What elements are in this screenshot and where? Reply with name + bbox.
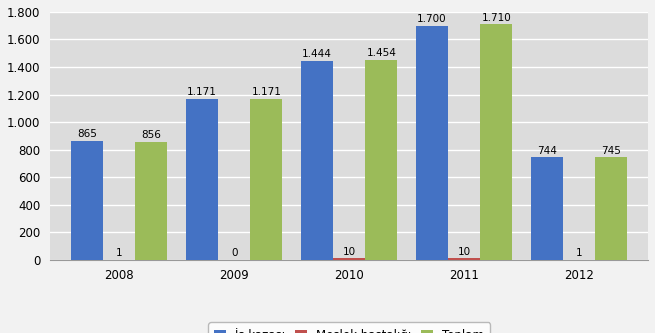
Bar (135, 142, 168, 260)
Text: 10: 10 (343, 247, 356, 257)
Text: 0: 0 (231, 248, 237, 258)
Text: 1: 1 (116, 248, 122, 258)
Text: 1.700: 1.700 (417, 14, 447, 24)
Text: 1.710: 1.710 (481, 13, 511, 23)
Bar (531, 157, 563, 260)
Bar (71, 141, 103, 260)
Bar (448, 258, 480, 260)
Bar (416, 26, 448, 260)
Text: 744: 744 (537, 146, 557, 156)
Text: 856: 856 (141, 130, 161, 140)
Bar (186, 99, 218, 260)
Text: 1.444: 1.444 (302, 49, 332, 59)
Text: 1.171: 1.171 (187, 87, 217, 97)
Text: 10: 10 (458, 247, 471, 257)
Text: 1: 1 (576, 248, 582, 258)
Bar (301, 61, 333, 260)
Text: 865: 865 (77, 129, 97, 139)
Text: 1.171: 1.171 (252, 87, 281, 97)
Legend: İş kazası, Meslek hastalığı, Toplam: İş kazası, Meslek hastalığı, Toplam (208, 322, 490, 333)
Text: 1.454: 1.454 (366, 48, 396, 58)
Bar (333, 258, 365, 260)
Text: 745: 745 (601, 146, 621, 156)
Bar (365, 60, 398, 260)
Bar (595, 157, 627, 260)
Bar (480, 24, 512, 260)
Bar (250, 99, 282, 260)
